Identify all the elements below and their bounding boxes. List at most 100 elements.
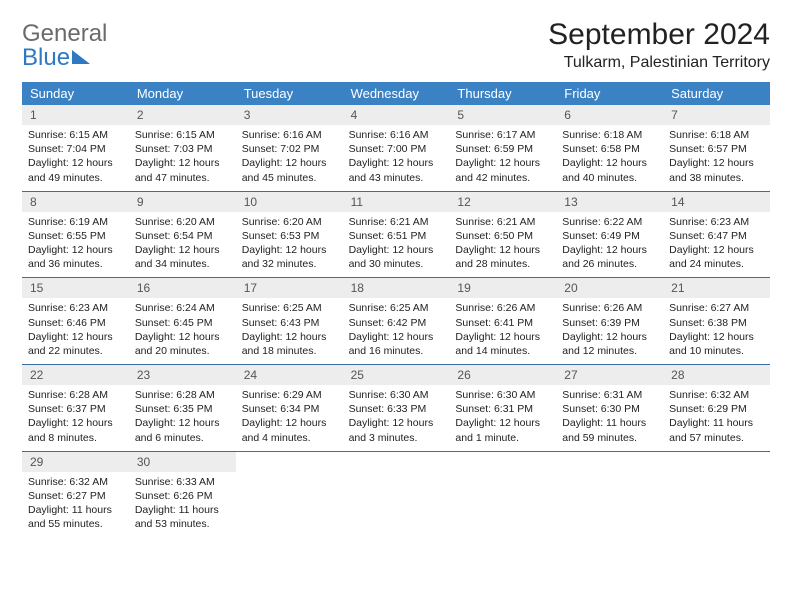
calendar-cell: 9Sunrise: 6:20 AMSunset: 6:54 PMDaylight… (129, 192, 236, 278)
calendar-cell (236, 452, 343, 538)
day-number: 3 (236, 105, 343, 125)
calendar-week: 22Sunrise: 6:28 AMSunset: 6:37 PMDayligh… (22, 365, 770, 452)
day-number: 22 (22, 365, 129, 385)
day-number: 15 (22, 278, 129, 298)
dow-saturday: Saturday (663, 82, 770, 105)
day-number: 7 (663, 105, 770, 125)
calendar-cell: 22Sunrise: 6:28 AMSunset: 6:37 PMDayligh… (22, 365, 129, 451)
day-number: 4 (343, 105, 450, 125)
day-info: Sunrise: 6:18 AMSunset: 6:58 PMDaylight:… (556, 125, 663, 185)
day-info: Sunrise: 6:26 AMSunset: 6:41 PMDaylight:… (449, 298, 556, 358)
day-number: 8 (22, 192, 129, 212)
calendar-cell: 10Sunrise: 6:20 AMSunset: 6:53 PMDayligh… (236, 192, 343, 278)
day-info: Sunrise: 6:29 AMSunset: 6:34 PMDaylight:… (236, 385, 343, 445)
calendar-cell: 23Sunrise: 6:28 AMSunset: 6:35 PMDayligh… (129, 365, 236, 451)
day-number: 2 (129, 105, 236, 125)
day-number: 14 (663, 192, 770, 212)
calendar-week: 15Sunrise: 6:23 AMSunset: 6:46 PMDayligh… (22, 278, 770, 365)
calendar-cell: 4Sunrise: 6:16 AMSunset: 7:00 PMDaylight… (343, 105, 450, 191)
day-number: 24 (236, 365, 343, 385)
calendar-cell: 28Sunrise: 6:32 AMSunset: 6:29 PMDayligh… (663, 365, 770, 451)
calendar-cell: 24Sunrise: 6:29 AMSunset: 6:34 PMDayligh… (236, 365, 343, 451)
day-number: 12 (449, 192, 556, 212)
logo: General Blue (22, 22, 107, 70)
day-number: 20 (556, 278, 663, 298)
day-info: Sunrise: 6:28 AMSunset: 6:35 PMDaylight:… (129, 385, 236, 445)
day-info: Sunrise: 6:23 AMSunset: 6:47 PMDaylight:… (663, 212, 770, 272)
calendar-cell: 26Sunrise: 6:30 AMSunset: 6:31 PMDayligh… (449, 365, 556, 451)
day-number: 27 (556, 365, 663, 385)
day-number: 1 (22, 105, 129, 125)
day-number: 30 (129, 452, 236, 472)
calendar-cell: 30Sunrise: 6:33 AMSunset: 6:26 PMDayligh… (129, 452, 236, 538)
calendar-cell: 3Sunrise: 6:16 AMSunset: 7:02 PMDaylight… (236, 105, 343, 191)
dow-wednesday: Wednesday (343, 82, 450, 105)
day-info: Sunrise: 6:20 AMSunset: 6:54 PMDaylight:… (129, 212, 236, 272)
day-info: Sunrise: 6:22 AMSunset: 6:49 PMDaylight:… (556, 212, 663, 272)
calendar-cell: 1Sunrise: 6:15 AMSunset: 7:04 PMDaylight… (22, 105, 129, 191)
dow-tuesday: Tuesday (236, 82, 343, 105)
day-info: Sunrise: 6:26 AMSunset: 6:39 PMDaylight:… (556, 298, 663, 358)
calendar-cell: 20Sunrise: 6:26 AMSunset: 6:39 PMDayligh… (556, 278, 663, 364)
calendar-cell: 14Sunrise: 6:23 AMSunset: 6:47 PMDayligh… (663, 192, 770, 278)
day-info: Sunrise: 6:18 AMSunset: 6:57 PMDaylight:… (663, 125, 770, 185)
day-info: Sunrise: 6:20 AMSunset: 6:53 PMDaylight:… (236, 212, 343, 272)
day-info: Sunrise: 6:15 AMSunset: 7:04 PMDaylight:… (22, 125, 129, 185)
day-number: 29 (22, 452, 129, 472)
logo-text-general: General (22, 22, 107, 46)
calendar-cell: 15Sunrise: 6:23 AMSunset: 6:46 PMDayligh… (22, 278, 129, 364)
dow-friday: Friday (556, 82, 663, 105)
day-info: Sunrise: 6:21 AMSunset: 6:51 PMDaylight:… (343, 212, 450, 272)
day-number: 18 (343, 278, 450, 298)
day-info: Sunrise: 6:33 AMSunset: 6:26 PMDaylight:… (129, 472, 236, 532)
day-number: 11 (343, 192, 450, 212)
day-number: 25 (343, 365, 450, 385)
day-info: Sunrise: 6:27 AMSunset: 6:38 PMDaylight:… (663, 298, 770, 358)
calendar-week: 1Sunrise: 6:15 AMSunset: 7:04 PMDaylight… (22, 105, 770, 192)
location-label: Tulkarm, Palestinian Territory (548, 54, 770, 72)
calendar-cell (663, 452, 770, 538)
calendar-cell: 7Sunrise: 6:18 AMSunset: 6:57 PMDaylight… (663, 105, 770, 191)
calendar-week: 29Sunrise: 6:32 AMSunset: 6:27 PMDayligh… (22, 452, 770, 538)
calendar-cell: 5Sunrise: 6:17 AMSunset: 6:59 PMDaylight… (449, 105, 556, 191)
day-info: Sunrise: 6:31 AMSunset: 6:30 PMDaylight:… (556, 385, 663, 445)
dow-thursday: Thursday (449, 82, 556, 105)
calendar-week: 8Sunrise: 6:19 AMSunset: 6:55 PMDaylight… (22, 192, 770, 279)
header: General Blue September 2024 Tulkarm, Pal… (22, 18, 770, 72)
day-info: Sunrise: 6:16 AMSunset: 7:02 PMDaylight:… (236, 125, 343, 185)
calendar-cell: 29Sunrise: 6:32 AMSunset: 6:27 PMDayligh… (22, 452, 129, 538)
calendar-cell (343, 452, 450, 538)
calendar-cell (449, 452, 556, 538)
calendar-cell: 25Sunrise: 6:30 AMSunset: 6:33 PMDayligh… (343, 365, 450, 451)
day-number: 19 (449, 278, 556, 298)
calendar-cell: 17Sunrise: 6:25 AMSunset: 6:43 PMDayligh… (236, 278, 343, 364)
day-number: 6 (556, 105, 663, 125)
calendar-cell: 13Sunrise: 6:22 AMSunset: 6:49 PMDayligh… (556, 192, 663, 278)
day-info: Sunrise: 6:17 AMSunset: 6:59 PMDaylight:… (449, 125, 556, 185)
day-info: Sunrise: 6:21 AMSunset: 6:50 PMDaylight:… (449, 212, 556, 272)
day-number: 5 (449, 105, 556, 125)
calendar: Sunday Monday Tuesday Wednesday Thursday… (22, 82, 770, 537)
logo-sail-icon (72, 50, 90, 64)
calendar-cell: 21Sunrise: 6:27 AMSunset: 6:38 PMDayligh… (663, 278, 770, 364)
day-number: 28 (663, 365, 770, 385)
day-number: 17 (236, 278, 343, 298)
page-title: September 2024 (548, 18, 770, 52)
day-info: Sunrise: 6:30 AMSunset: 6:31 PMDaylight:… (449, 385, 556, 445)
day-info: Sunrise: 6:30 AMSunset: 6:33 PMDaylight:… (343, 385, 450, 445)
day-number: 16 (129, 278, 236, 298)
day-info: Sunrise: 6:16 AMSunset: 7:00 PMDaylight:… (343, 125, 450, 185)
calendar-cell: 2Sunrise: 6:15 AMSunset: 7:03 PMDaylight… (129, 105, 236, 191)
day-info: Sunrise: 6:32 AMSunset: 6:27 PMDaylight:… (22, 472, 129, 532)
dow-sunday: Sunday (22, 82, 129, 105)
day-info: Sunrise: 6:19 AMSunset: 6:55 PMDaylight:… (22, 212, 129, 272)
day-info: Sunrise: 6:32 AMSunset: 6:29 PMDaylight:… (663, 385, 770, 445)
calendar-cell: 27Sunrise: 6:31 AMSunset: 6:30 PMDayligh… (556, 365, 663, 451)
day-of-week-header: Sunday Monday Tuesday Wednesday Thursday… (22, 82, 770, 105)
calendar-cell: 6Sunrise: 6:18 AMSunset: 6:58 PMDaylight… (556, 105, 663, 191)
calendar-cell: 16Sunrise: 6:24 AMSunset: 6:45 PMDayligh… (129, 278, 236, 364)
day-info: Sunrise: 6:28 AMSunset: 6:37 PMDaylight:… (22, 385, 129, 445)
day-number: 26 (449, 365, 556, 385)
day-number: 10 (236, 192, 343, 212)
calendar-cell: 18Sunrise: 6:25 AMSunset: 6:42 PMDayligh… (343, 278, 450, 364)
